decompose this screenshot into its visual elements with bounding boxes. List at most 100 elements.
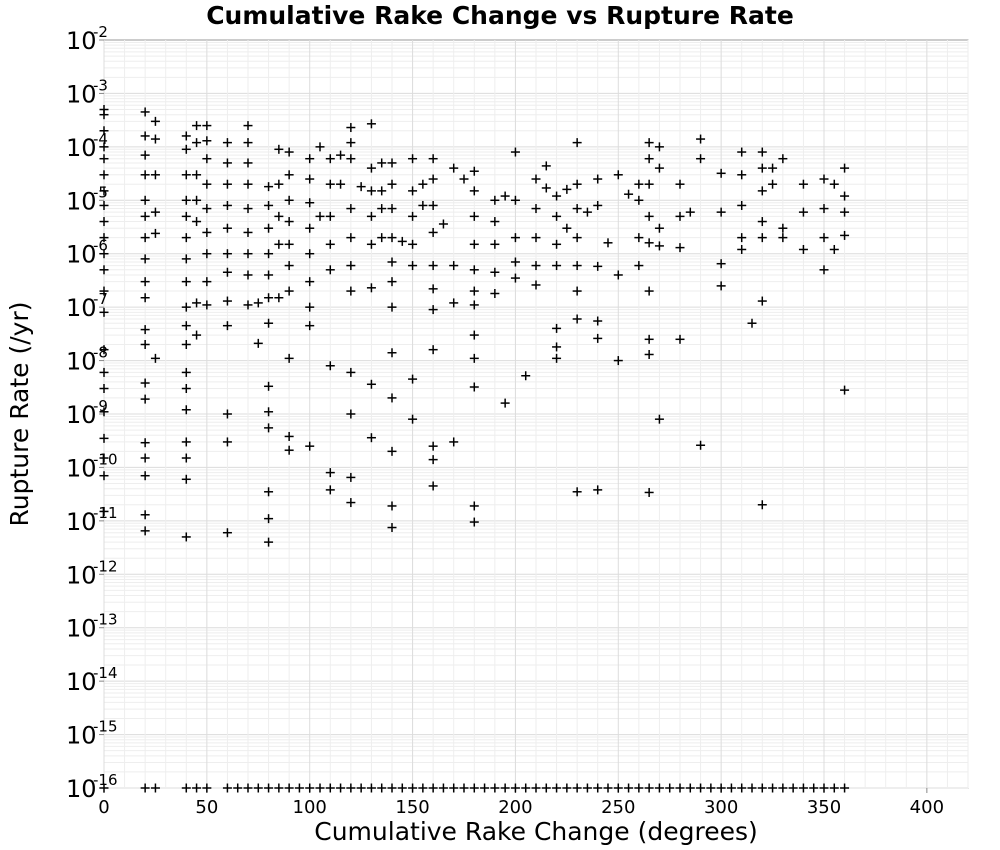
data-point bbox=[737, 147, 747, 157]
data-point bbox=[181, 532, 191, 542]
data-point bbox=[531, 233, 541, 243]
data-point bbox=[181, 211, 191, 221]
data-point bbox=[644, 154, 654, 164]
data-point bbox=[99, 453, 109, 463]
data-point bbox=[99, 154, 109, 164]
data-point bbox=[181, 195, 191, 205]
data-point bbox=[140, 211, 150, 221]
data-point bbox=[531, 280, 541, 290]
data-point bbox=[222, 249, 232, 259]
data-point bbox=[593, 261, 603, 271]
y-tick-label: 10 bbox=[66, 401, 97, 429]
data-point bbox=[788, 783, 798, 793]
data-point bbox=[747, 783, 757, 793]
data-point bbox=[346, 233, 356, 243]
data-point bbox=[202, 154, 212, 164]
data-point bbox=[541, 161, 551, 171]
data-point bbox=[377, 783, 387, 793]
data-point bbox=[469, 239, 479, 249]
data-point bbox=[829, 244, 839, 254]
data-point bbox=[675, 783, 685, 793]
data-point bbox=[264, 487, 274, 497]
data-point bbox=[243, 204, 253, 214]
data-point bbox=[716, 207, 726, 217]
y-axis-label: Rupture Rate (/yr) bbox=[5, 302, 34, 527]
data-point bbox=[737, 783, 747, 793]
y-tick-label: 10 bbox=[66, 454, 97, 482]
data-point bbox=[222, 528, 232, 538]
data-point bbox=[819, 204, 829, 214]
data-point bbox=[243, 300, 253, 310]
x-tick-label: 50 bbox=[195, 797, 218, 818]
data-point bbox=[284, 195, 294, 205]
data-point bbox=[150, 353, 160, 363]
data-point bbox=[582, 783, 592, 793]
data-point bbox=[305, 154, 315, 164]
data-point bbox=[768, 179, 778, 189]
data-point bbox=[243, 783, 253, 793]
data-point bbox=[449, 298, 459, 308]
data-point bbox=[696, 783, 706, 793]
data-point bbox=[99, 307, 109, 317]
data-point bbox=[243, 270, 253, 280]
data-point bbox=[840, 385, 850, 395]
data-point bbox=[284, 261, 294, 271]
data-point bbox=[819, 233, 829, 243]
y-tick-label: 10 bbox=[66, 294, 97, 322]
data-point bbox=[428, 441, 438, 451]
data-point bbox=[408, 261, 418, 271]
data-point bbox=[192, 170, 202, 180]
data-point bbox=[644, 138, 654, 148]
data-point bbox=[222, 321, 232, 331]
data-point bbox=[531, 261, 541, 271]
data-point bbox=[222, 437, 232, 447]
y-tick-exponent: -6 bbox=[93, 237, 108, 255]
data-point bbox=[387, 302, 397, 312]
data-point bbox=[500, 783, 510, 793]
data-point bbox=[634, 261, 644, 271]
data-point bbox=[418, 200, 428, 210]
data-point bbox=[181, 302, 191, 312]
data-point bbox=[253, 783, 263, 793]
data-point bbox=[181, 405, 191, 415]
data-point bbox=[644, 179, 654, 189]
data-point bbox=[428, 284, 438, 294]
data-point bbox=[264, 783, 274, 793]
data-point bbox=[243, 158, 253, 168]
data-point bbox=[459, 174, 469, 184]
data-point bbox=[181, 170, 191, 180]
data-point bbox=[778, 233, 788, 243]
data-point bbox=[675, 334, 685, 344]
data-point bbox=[366, 239, 376, 249]
data-point bbox=[305, 277, 315, 287]
y-tick-label: 10 bbox=[66, 241, 97, 269]
data-point bbox=[346, 286, 356, 296]
data-point bbox=[99, 506, 109, 516]
y-tick-exponent: -14 bbox=[93, 664, 118, 682]
data-point bbox=[552, 783, 562, 793]
data-point bbox=[644, 286, 654, 296]
data-point bbox=[284, 239, 294, 249]
data-point bbox=[202, 179, 212, 189]
data-point bbox=[284, 217, 294, 227]
data-point bbox=[696, 154, 706, 164]
data-point bbox=[336, 150, 346, 160]
data-point bbox=[613, 270, 623, 280]
data-point bbox=[387, 393, 397, 403]
data-point bbox=[294, 783, 304, 793]
data-point bbox=[181, 339, 191, 349]
data-point bbox=[757, 783, 767, 793]
data-point bbox=[840, 230, 850, 240]
data-point bbox=[747, 318, 757, 328]
y-tick-exponent: -3 bbox=[93, 76, 108, 94]
data-point bbox=[181, 783, 191, 793]
data-point bbox=[284, 431, 294, 441]
data-point bbox=[840, 207, 850, 217]
data-point bbox=[428, 481, 438, 491]
y-tick-label: 10 bbox=[66, 561, 97, 589]
data-point bbox=[305, 223, 315, 233]
data-point bbox=[253, 338, 263, 348]
data-point bbox=[264, 423, 274, 433]
data-point bbox=[264, 407, 274, 417]
